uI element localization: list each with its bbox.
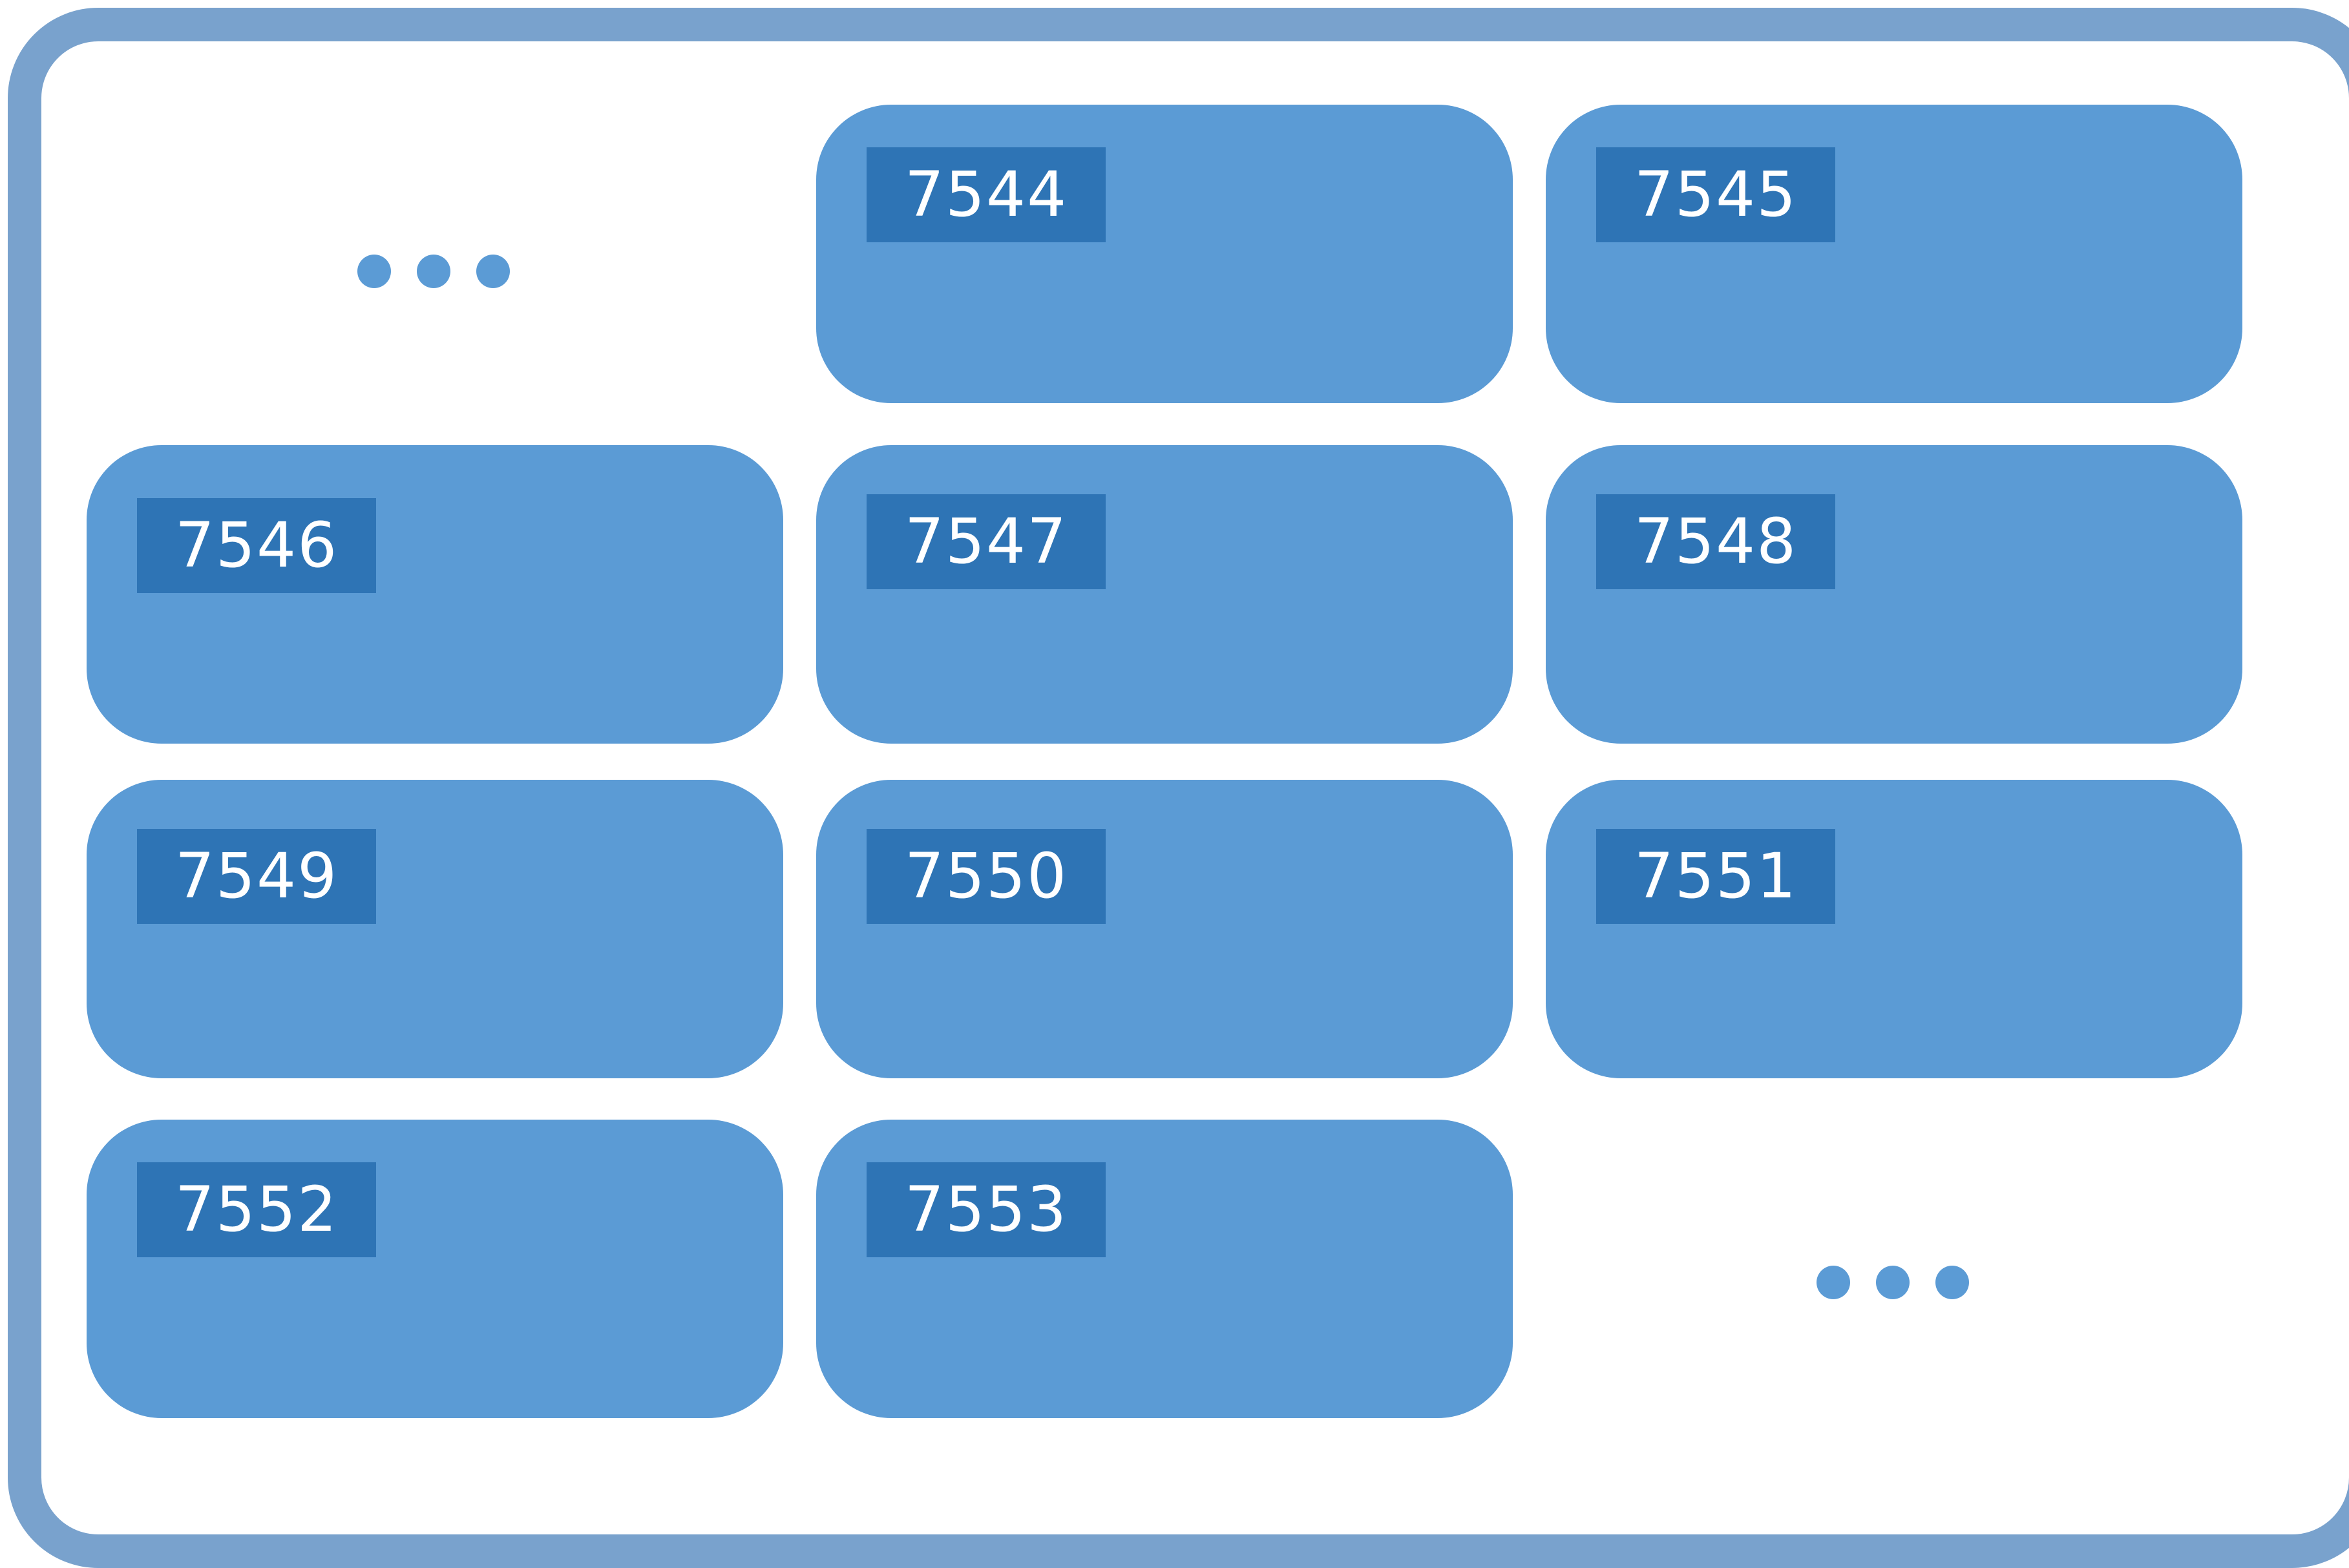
grid-cell-7545[interactable]: 7545 — [1546, 105, 2242, 403]
cell-id-label: 7553 — [867, 1162, 1106, 1257]
grid-cell-7553[interactable]: 7553 — [816, 1120, 1513, 1418]
cell-id-label: 7545 — [1596, 147, 1835, 242]
grid-cell-7547[interactable]: 7547 — [816, 445, 1513, 744]
ellipsis-dot — [1876, 1266, 1910, 1299]
ellipsis-icon-before — [357, 251, 512, 290]
cell-id-label: 7546 — [137, 498, 376, 593]
cell-id-label: 7551 — [1596, 829, 1835, 924]
cell-id-label: 7544 — [867, 147, 1106, 242]
ellipsis-dot — [476, 255, 510, 288]
ellipsis-icon-after — [1817, 1262, 1972, 1301]
grid-cell-7552[interactable]: 7552 — [87, 1120, 783, 1418]
cell-id-label: 7552 — [137, 1162, 376, 1257]
ellipsis-dot — [1935, 1266, 1969, 1299]
ellipsis-dot — [1817, 1266, 1850, 1299]
grid-cell-7549[interactable]: 7549 — [87, 780, 783, 1078]
grid-cell-7546[interactable]: 7546 — [87, 445, 783, 744]
grid-cell-7548[interactable]: 7548 — [1546, 445, 2242, 744]
cell-id-label: 7549 — [137, 829, 376, 924]
cell-id-label: 7548 — [1596, 494, 1835, 589]
grid-cell-7544[interactable]: 7544 — [816, 105, 1513, 403]
ellipsis-dot — [417, 255, 450, 288]
grid-cell-7550[interactable]: 7550 — [816, 780, 1513, 1078]
cell-id-label: 7550 — [867, 829, 1106, 924]
ellipsis-dot — [357, 255, 391, 288]
cell-id-label: 7547 — [867, 494, 1106, 589]
grid-cell-7551[interactable]: 7551 — [1546, 780, 2242, 1078]
